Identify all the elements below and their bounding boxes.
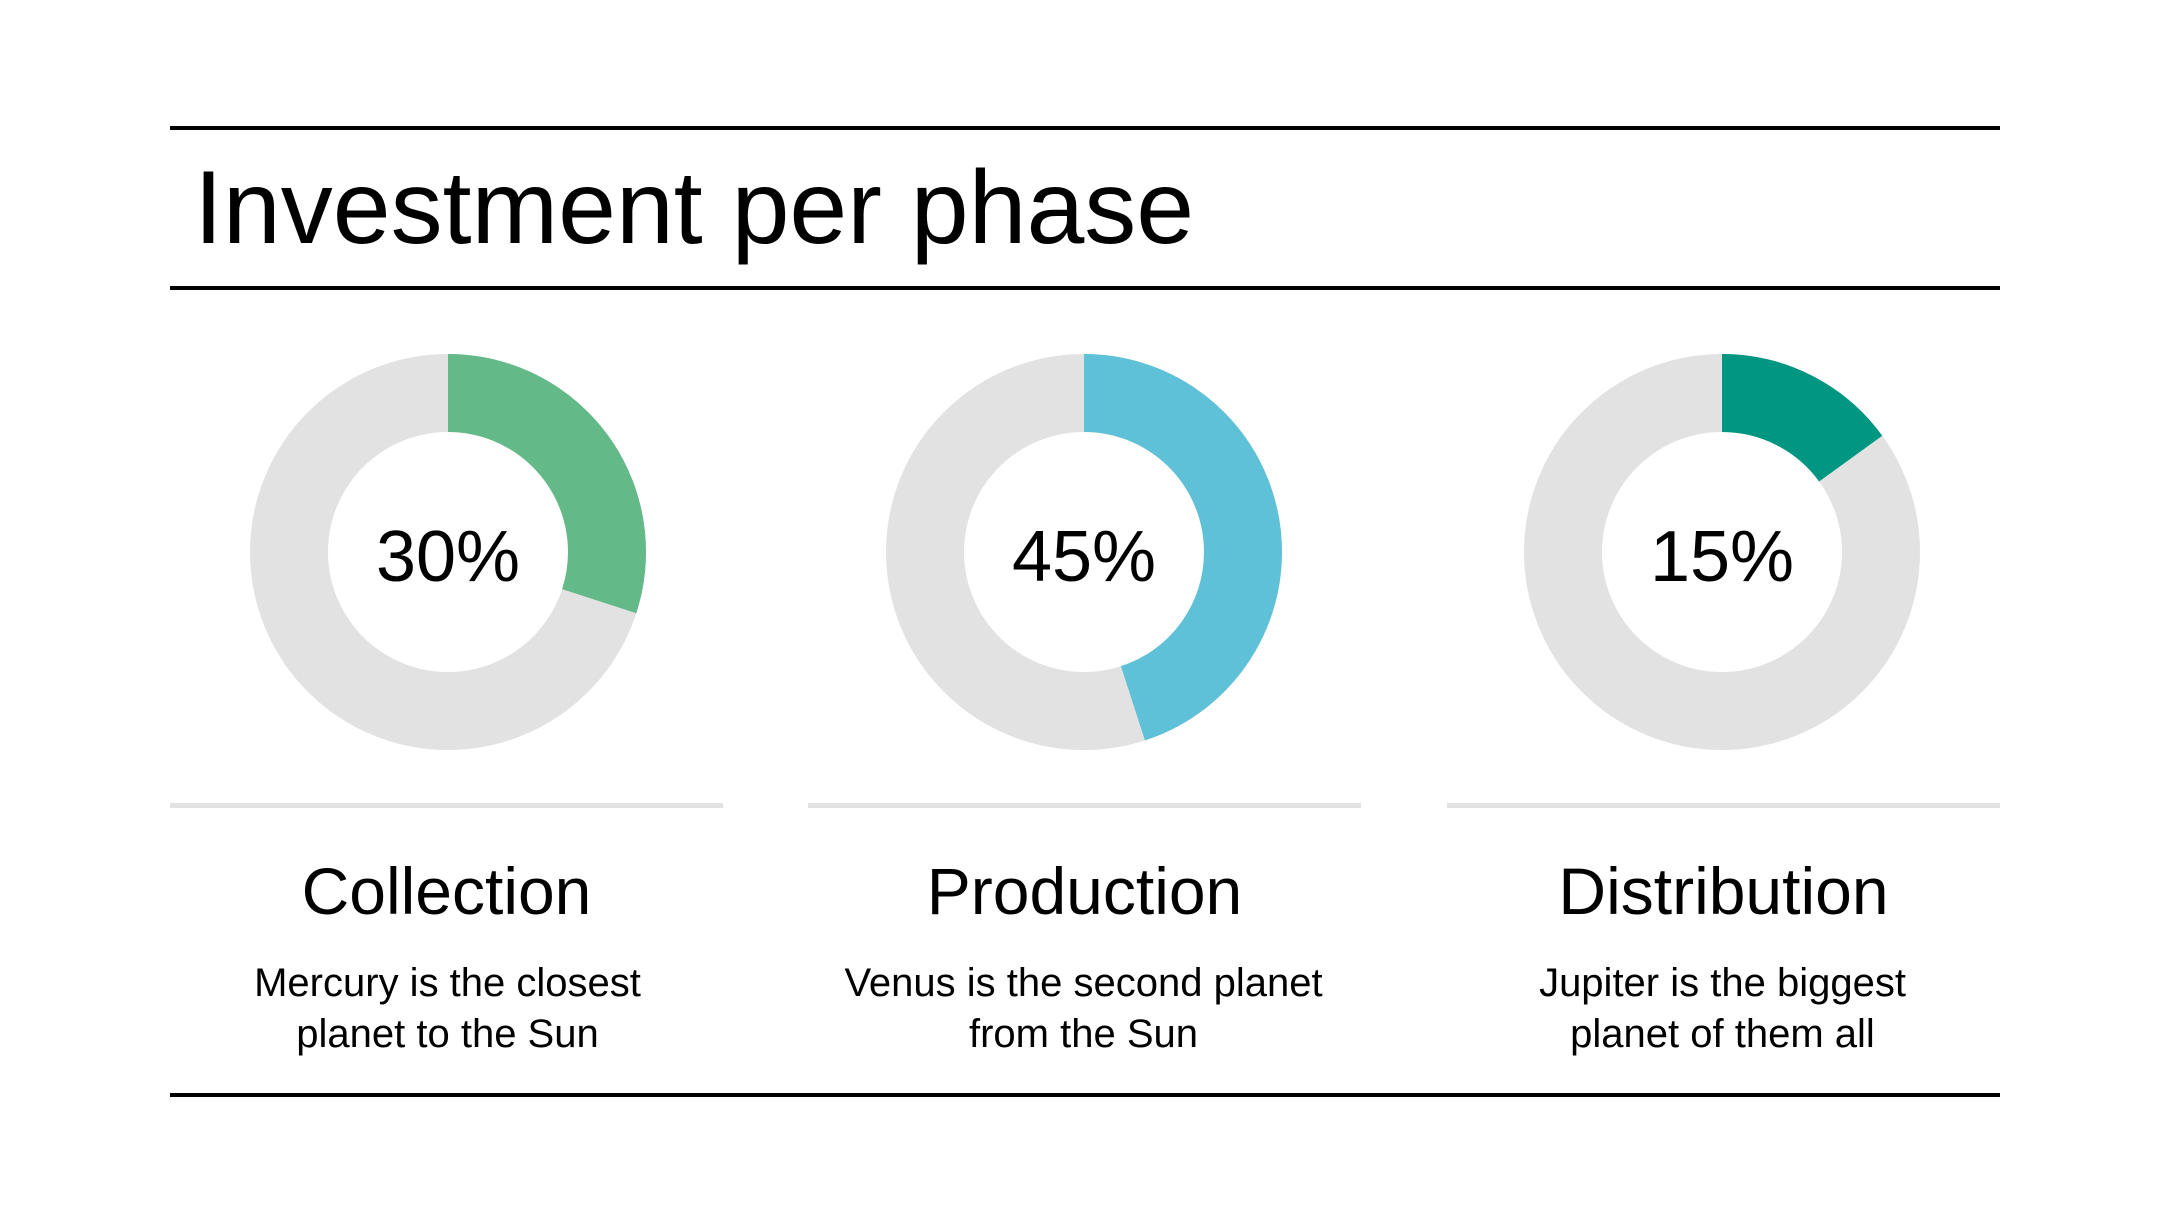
phase-divider-distribution [1447,803,2000,808]
phase-name-collection: Collection [301,854,592,928]
top-rule [170,126,2000,130]
donut-svg-production [886,354,1282,750]
phase-name-production: Production [926,854,1243,928]
donut-value-label: 45% [1011,517,1157,597]
donut-slice-production [886,354,1282,750]
donut-chart-distribution: 15% [1522,352,1922,752]
donut-value-label: 30% [375,517,521,597]
donut-svg-collection [250,354,646,750]
donut-chart-collection: 30% [248,352,648,752]
phase-description-collection: Mercury is the closest planet to the Sun [254,961,641,1056]
phase-divider-production [808,803,1361,808]
phase-name-distribution: Distribution [1558,854,1889,928]
donut-slice-collection [250,354,646,750]
donut-slice-distribution [1524,354,1920,750]
title-underline-rule [170,286,2000,290]
phase-description-production: Venus is the second planet from the Sun [844,961,1323,1056]
slide-title: Investment per phase [194,150,1195,266]
donut-svg-distribution [1524,354,1920,750]
donut-chart-production: 45% [884,352,1284,752]
bottom-rule [170,1093,2000,1097]
donut-value-label: 15% [1649,517,1795,597]
phase-divider-collection [170,803,723,808]
phase-description-distribution: Jupiter is the biggest planet of them al… [1539,961,1906,1056]
